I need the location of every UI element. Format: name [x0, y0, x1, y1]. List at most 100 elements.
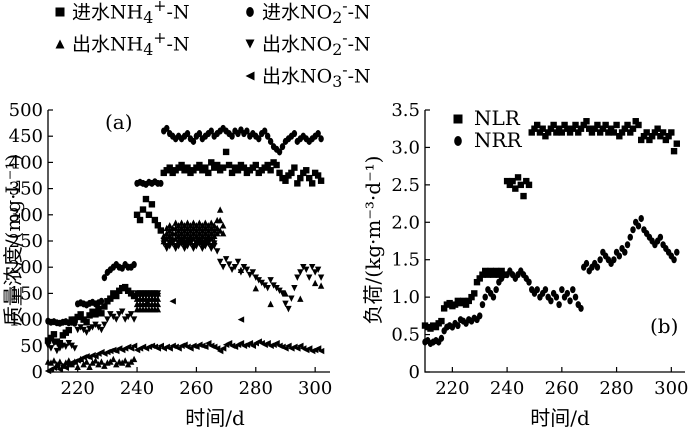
- panel-a-point: [264, 161, 271, 169]
- panel-a-point: [169, 298, 176, 305]
- panel-a-point: [219, 345, 227, 352]
- panel-a-point: [193, 227, 200, 234]
- panel-a-point: [172, 229, 179, 237]
- panel-b-point: [438, 317, 445, 325]
- panel-a-point: [219, 229, 227, 237]
- legend-label-0: 进水NH4+-N: [72, 0, 190, 24]
- panel-a-point: [107, 311, 114, 318]
- panel-a-point: [113, 316, 120, 323]
- panel-a-point: [80, 360, 87, 368]
- panel-b-point: [572, 121, 579, 129]
- panel-b-point: [482, 267, 489, 275]
- panel-a-point: [104, 316, 111, 323]
- panel-a-point: [196, 229, 203, 237]
- panel-b-point: [553, 293, 560, 301]
- panel-a-point: [276, 148, 283, 156]
- panel-a-point: [279, 290, 286, 297]
- panel-a-point: [175, 345, 182, 352]
- panel-b-point: [594, 121, 601, 129]
- panel-b-point: [548, 297, 554, 305]
- panel-a-point: [270, 282, 277, 289]
- panel-b-point: [476, 275, 483, 282]
- panel-a-point: [154, 345, 162, 352]
- panel-a-point: [178, 240, 185, 247]
- panel-b-point: [517, 181, 524, 189]
- panel-a-point: [208, 245, 215, 253]
- panel-a-point: [273, 161, 280, 169]
- panel-a-point: [163, 224, 170, 232]
- panel-a-series-3: [44, 237, 325, 355]
- panel-a-point: [208, 127, 214, 135]
- panel-a-point: [300, 264, 307, 271]
- panel-a-point: [160, 232, 167, 239]
- panel-a-point: [113, 347, 120, 355]
- panel-a-point: [113, 292, 120, 300]
- panel-a-point: [74, 363, 81, 370]
- panel-a-point: [95, 324, 102, 331]
- panel-a-point: [240, 164, 248, 171]
- panel-a-point: [56, 366, 64, 373]
- panel-a-point: [160, 240, 167, 247]
- panel-b-point: [525, 181, 533, 189]
- panel-b-point: [662, 136, 670, 144]
- panel-b-point: [512, 185, 519, 192]
- panel-a-point: [184, 130, 191, 138]
- panel-b-point: [553, 129, 560, 136]
- legend-marker-nrr: [454, 136, 462, 146]
- panel-b-point: [556, 301, 562, 309]
- panel-a-point: [297, 269, 304, 276]
- legend-marker-triangle-left: [245, 71, 255, 81]
- panel-b-x-tick-label: 300: [654, 378, 688, 399]
- panel-a-point: [314, 172, 322, 179]
- panel-a-point: [317, 177, 325, 184]
- panel-a-point: [311, 279, 319, 287]
- panel-a-series-0: [44, 148, 325, 347]
- panel-a-point: [317, 282, 325, 289]
- panel-a-point: [249, 342, 257, 349]
- panel-b-point: [635, 222, 642, 230]
- panel-a-point: [98, 358, 105, 365]
- panel-a-point: [208, 224, 215, 232]
- panel-a-point: [121, 283, 129, 291]
- panel-a-point: [178, 161, 185, 169]
- panel-b-point: [534, 121, 541, 129]
- panel-a-point: [181, 245, 188, 253]
- panel-b-point: [624, 241, 631, 249]
- panel-b-point: [605, 129, 612, 136]
- panel-b-point: [570, 286, 576, 294]
- panel-a-point: [306, 174, 313, 182]
- panel-a-point: [166, 222, 173, 229]
- panel-b-point: [596, 129, 604, 136]
- panel-a-point: [166, 227, 173, 234]
- panel-a-point: [214, 345, 221, 352]
- panel-a-point: [214, 248, 221, 255]
- panel-a-y-tick-label: 500: [9, 100, 43, 121]
- panel-b-point: [611, 256, 617, 264]
- panel-a-point: [219, 164, 227, 171]
- panel-a-point: [95, 305, 102, 313]
- panel-a-point: [175, 227, 182, 234]
- panel-b-axis-lines: [424, 110, 685, 373]
- panel-b-point: [509, 177, 516, 185]
- panel-b-point: [580, 121, 587, 129]
- panel-a-point: [113, 360, 120, 368]
- panel-b-point: [539, 125, 546, 132]
- panel-a-point: [196, 240, 203, 247]
- panel-a-point: [47, 345, 55, 352]
- panel-a-point: [187, 232, 194, 239]
- panel-a-point: [205, 232, 212, 239]
- panel-b-point: [490, 293, 497, 301]
- panel-b-point: [531, 125, 538, 132]
- panel-b-point: [520, 192, 527, 200]
- panel-b-point: [665, 133, 672, 140]
- panel-a-point: [127, 311, 135, 318]
- panel-a-point: [243, 266, 251, 274]
- panel-a-point: [288, 169, 295, 177]
- panel-b-point: [567, 297, 573, 305]
- panel-a-point: [178, 219, 185, 226]
- panel-b-point: [638, 215, 644, 223]
- panel-b-point: [550, 121, 557, 129]
- panel-a-point: [121, 357, 129, 364]
- panel-a-point: [282, 177, 289, 184]
- panel-a-point: [107, 295, 114, 302]
